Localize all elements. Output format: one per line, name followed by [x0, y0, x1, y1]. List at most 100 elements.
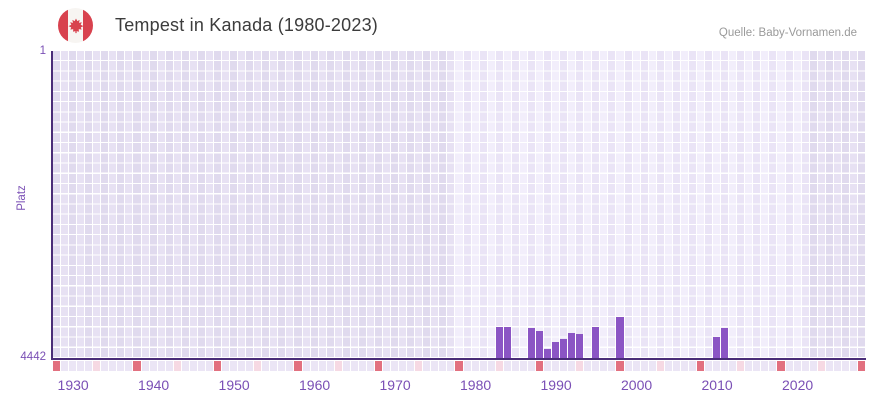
bar-1990[interactable]	[552, 341, 560, 358]
grid-column	[262, 51, 270, 358]
timeline-cell	[318, 361, 326, 371]
bar-1987[interactable]	[527, 327, 535, 358]
bar-1993[interactable]	[576, 334, 584, 358]
bar-1988[interactable]	[535, 330, 544, 358]
timeline-cell	[656, 361, 664, 371]
timeline-cell	[423, 361, 431, 371]
grid-column	[254, 51, 262, 358]
x-tick-1970: 1970	[379, 377, 411, 393]
timeline-cell	[246, 361, 254, 371]
y-axis-bottom-label: 4442	[20, 351, 46, 363]
timeline-cell	[552, 361, 560, 371]
bar-1995[interactable]	[592, 327, 600, 358]
timeline-cell	[737, 361, 745, 371]
chart-title: Tempest in Kanada (1980-2023)	[115, 15, 378, 35]
timeline-cell	[270, 361, 278, 371]
grid-column	[672, 51, 680, 358]
grid-column	[157, 51, 165, 358]
timeline-cell	[568, 361, 576, 371]
timeline-cell	[753, 361, 761, 371]
x-tick-2000: 2000	[621, 377, 653, 393]
grid-column	[270, 51, 278, 358]
y-axis-top-label: 1	[39, 45, 46, 57]
x-tick-1960: 1960	[299, 377, 331, 393]
grid-column	[648, 51, 656, 358]
grid-column	[286, 51, 294, 358]
grid-column	[560, 51, 568, 358]
timeline-cell	[238, 361, 246, 371]
bar-1991[interactable]	[560, 339, 568, 358]
timeline-cell	[600, 361, 608, 371]
grid-column	[447, 51, 455, 358]
timeline-cell	[165, 361, 173, 371]
timeline-cell	[544, 361, 552, 371]
grid-column	[664, 51, 672, 358]
bar-2010[interactable]	[713, 336, 721, 358]
timeline-cell	[801, 361, 809, 371]
bar-2011[interactable]	[721, 327, 729, 358]
grid-column	[737, 51, 745, 358]
bar-1989[interactable]	[544, 349, 552, 358]
timeline-cell	[262, 361, 270, 371]
grid-column	[801, 51, 809, 358]
bar-1984[interactable]	[503, 326, 511, 358]
grid-column	[511, 51, 519, 358]
bar-1992[interactable]	[568, 332, 576, 358]
bar-1998[interactable]	[616, 317, 624, 358]
grid-column	[552, 51, 560, 358]
x-tick-1990: 1990	[540, 377, 572, 393]
grid-column	[374, 51, 383, 358]
grid-column	[222, 51, 230, 358]
grid-column	[785, 51, 793, 358]
grid-column	[342, 51, 350, 358]
timeline-cell	[463, 361, 471, 371]
timeline-cell	[713, 361, 721, 371]
timeline-cell	[173, 361, 181, 371]
grid-column	[576, 51, 584, 358]
timeline-cell	[407, 361, 415, 371]
grid-column	[656, 51, 664, 358]
grid-column	[407, 51, 415, 358]
grid-column	[849, 51, 857, 358]
timeline-cell	[342, 361, 350, 371]
source-attribution: Quelle: Baby-Vornamen.de	[718, 27, 857, 39]
timeline-cell	[833, 361, 841, 371]
grid-column	[592, 51, 600, 358]
timeline-cell	[334, 361, 342, 371]
timeline-cell	[705, 361, 713, 371]
timeline-cell	[431, 361, 439, 371]
grid-column	[745, 51, 753, 358]
x-tick-1950: 1950	[218, 377, 250, 393]
grid-column	[568, 51, 576, 358]
grid-column	[535, 51, 544, 358]
timeline-cell	[294, 361, 302, 371]
grid-column	[181, 51, 189, 358]
timeline-cell	[721, 361, 729, 371]
timeline-cell	[383, 361, 391, 371]
timeline-cell	[230, 361, 238, 371]
timeline-cell	[189, 361, 197, 371]
timeline-cell	[648, 361, 656, 371]
maple-leaf-icon	[67, 17, 84, 33]
grid-column	[149, 51, 157, 358]
timeline-cell	[608, 361, 616, 371]
timeline-cell	[77, 361, 85, 371]
grid-column	[479, 51, 487, 358]
timeline-cell	[616, 361, 624, 371]
timeline-cell	[61, 361, 69, 371]
grid-column	[777, 51, 785, 358]
bar-1983[interactable]	[495, 326, 503, 358]
grid-column	[69, 51, 77, 358]
timeline-cell	[149, 361, 157, 371]
timeline-cell	[809, 361, 817, 371]
grid-column	[383, 51, 391, 358]
timeline-cell	[503, 361, 511, 371]
grid-column	[310, 51, 318, 358]
grid-column	[318, 51, 326, 358]
timeline-cell	[664, 361, 672, 371]
grid-column	[600, 51, 608, 358]
grid-column	[680, 51, 688, 358]
timeline-cell	[624, 361, 632, 371]
timeline-cell	[817, 361, 825, 371]
